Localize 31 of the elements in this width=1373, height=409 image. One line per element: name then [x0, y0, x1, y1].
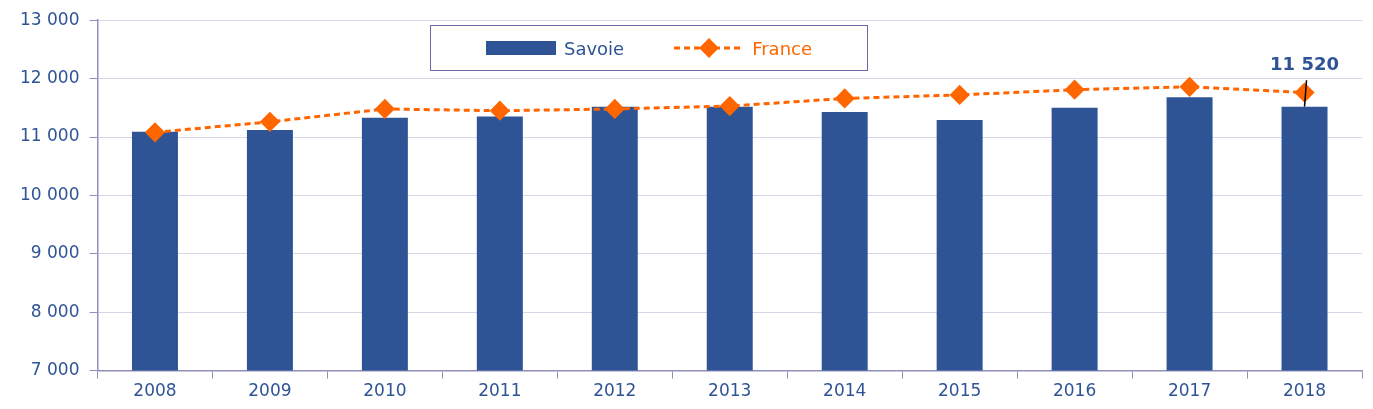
- x-tick-label: 2012: [593, 380, 637, 401]
- point: [1180, 77, 1200, 97]
- y-tick-label: 9 000: [30, 242, 80, 263]
- y-tick-label: 7 000: [30, 359, 80, 380]
- point: [950, 85, 970, 105]
- legend-label: Savoie: [563, 37, 625, 59]
- point: [145, 122, 165, 142]
- y-tick-label: 10 000: [20, 183, 80, 204]
- data-label: 11 520: [1270, 52, 1339, 74]
- point: [605, 99, 625, 119]
- y-tick-label: 11 000: [20, 125, 80, 146]
- point: [1065, 80, 1085, 100]
- x-tick-label: 2017: [1167, 380, 1212, 401]
- x-tick-label: 2008: [133, 380, 177, 401]
- y-tick-label: 8 000: [30, 300, 80, 321]
- x-tick-label: 2016: [1052, 380, 1097, 401]
- x-tick-label: 2011: [478, 380, 522, 401]
- point: [720, 96, 740, 116]
- legend-label: France: [752, 37, 813, 59]
- x-tick-label: 2018: [1282, 380, 1327, 401]
- point: [835, 88, 855, 108]
- x-tick-label: 2015: [938, 380, 982, 401]
- x-tick-label: 2010: [363, 380, 407, 401]
- x-tick-label: 2014: [823, 380, 867, 401]
- point: [490, 101, 510, 121]
- x-tick-label: 2009: [248, 380, 292, 401]
- x-tick-label: 2013: [708, 380, 752, 401]
- y-tick-label: 12 000: [20, 67, 80, 88]
- point: [260, 112, 280, 132]
- y-tick-label: 13 000: [20, 8, 80, 29]
- point: [375, 99, 395, 119]
